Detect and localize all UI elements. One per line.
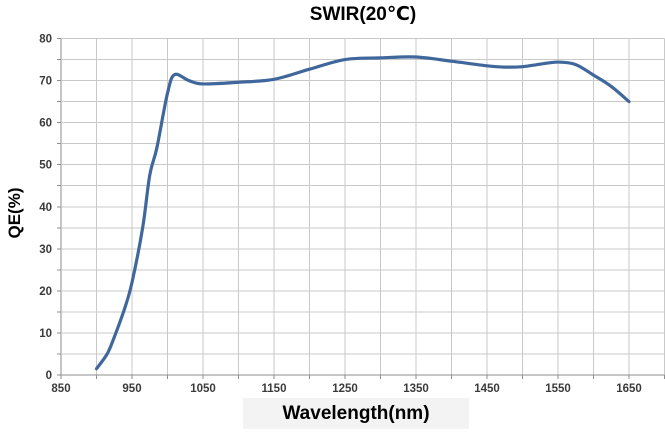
y-tick-label: 40 — [39, 202, 52, 214]
x-tick-label: 1550 — [545, 383, 571, 395]
x-tick-label: 1450 — [474, 383, 500, 395]
y-tick-label: 70 — [39, 76, 52, 88]
chart-title: SWIR(20℃) — [309, 4, 417, 25]
x-tick-label: 950 — [122, 383, 141, 395]
x-tick-label: 1650 — [616, 383, 642, 395]
x-tick-label: 1150 — [262, 383, 287, 395]
y-tick-label: 80 — [39, 34, 52, 46]
y-tick-label: 50 — [39, 160, 52, 172]
y-tick-label: 10 — [39, 328, 52, 340]
y-tick-label: 0 — [46, 370, 52, 382]
x-tick-label: 1050 — [190, 383, 216, 395]
x-tick-label: 1350 — [403, 383, 429, 395]
y-tick-label: 30 — [39, 244, 52, 256]
x-axis-title-box: Wavelength(nm) — [243, 398, 469, 429]
y-tick-label: 60 — [39, 118, 52, 130]
x-tick-label: 850 — [51, 383, 70, 395]
x-tick-label: 1250 — [332, 383, 358, 395]
y-tick-label: 20 — [39, 286, 52, 298]
x-axis-title: Wavelength(nm) — [282, 403, 430, 424]
qe-curve — [94, 55, 631, 371]
